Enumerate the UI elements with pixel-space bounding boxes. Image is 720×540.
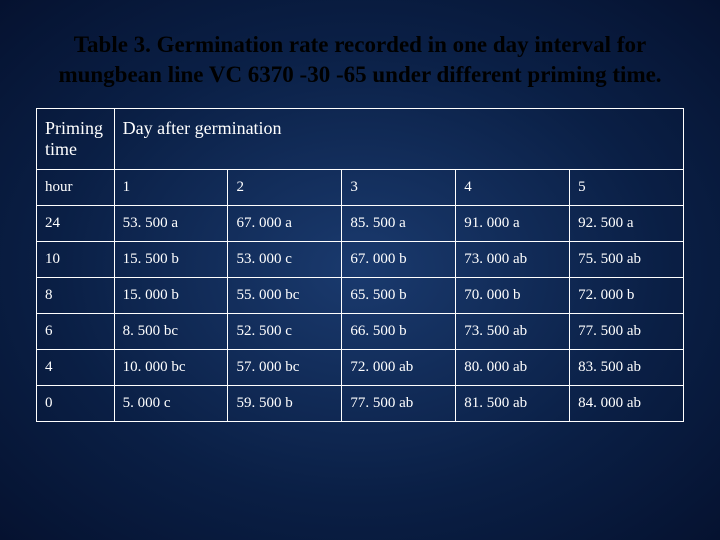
subheader-cell: 1 [114, 169, 228, 205]
table-row: 6 8. 500 bc 52. 500 c 66. 500 b 73. 500 … [37, 313, 684, 349]
cell: 10. 000 bc [114, 349, 228, 385]
cell: 15. 500 b [114, 241, 228, 277]
cell: 84. 000 ab [570, 385, 684, 421]
table-row: 4 10. 000 bc 57. 000 bc 72. 000 ab 80. 0… [37, 349, 684, 385]
cell: 15. 000 b [114, 277, 228, 313]
slide-container: Table 3. Germination rate recorded in on… [0, 0, 720, 452]
cell: 57. 000 bc [228, 349, 342, 385]
cell: 5. 000 c [114, 385, 228, 421]
germination-table: Priming time Day after germination hour … [36, 108, 684, 422]
cell: 4 [37, 349, 115, 385]
cell: 8. 500 bc [114, 313, 228, 349]
cell: 52. 500 c [228, 313, 342, 349]
subheader-row: hour 1 2 3 4 5 [37, 169, 684, 205]
cell: 85. 500 a [342, 205, 456, 241]
cell: 0 [37, 385, 115, 421]
cell: 75. 500 ab [570, 241, 684, 277]
table-row: 24 53. 500 a 67. 000 a 85. 500 a 91. 000… [37, 205, 684, 241]
cell: 10 [37, 241, 115, 277]
cell: 73. 000 ab [456, 241, 570, 277]
cell: 80. 000 ab [456, 349, 570, 385]
cell: 6 [37, 313, 115, 349]
header-priming: Priming time [37, 108, 115, 169]
cell: 65. 500 b [342, 277, 456, 313]
cell: 55. 000 bc [228, 277, 342, 313]
header-day-after: Day after germination [114, 108, 683, 169]
cell: 81. 500 ab [456, 385, 570, 421]
table-row: 0 5. 000 c 59. 500 b 77. 500 ab 81. 500 … [37, 385, 684, 421]
cell: 53. 000 c [228, 241, 342, 277]
cell: 70. 000 b [456, 277, 570, 313]
header-row: Priming time Day after germination [37, 108, 684, 169]
cell: 24 [37, 205, 115, 241]
cell: 66. 500 b [342, 313, 456, 349]
table-row: 10 15. 500 b 53. 000 c 67. 000 b 73. 000… [37, 241, 684, 277]
cell: 77. 500 ab [342, 385, 456, 421]
cell: 83. 500 ab [570, 349, 684, 385]
cell: 67. 000 a [228, 205, 342, 241]
subheader-cell: 2 [228, 169, 342, 205]
subheader-cell: 4 [456, 169, 570, 205]
cell: 91. 000 a [456, 205, 570, 241]
cell: 8 [37, 277, 115, 313]
cell: 73. 500 ab [456, 313, 570, 349]
cell: 72. 000 b [570, 277, 684, 313]
cell: 53. 500 a [114, 205, 228, 241]
table-title: Table 3. Germination rate recorded in on… [36, 30, 684, 90]
subheader-cell: 5 [570, 169, 684, 205]
subheader-cell: 3 [342, 169, 456, 205]
cell: 77. 500 ab [570, 313, 684, 349]
cell: 67. 000 b [342, 241, 456, 277]
table-row: 8 15. 000 b 55. 000 bc 65. 500 b 70. 000… [37, 277, 684, 313]
subheader-cell: hour [37, 169, 115, 205]
cell: 59. 500 b [228, 385, 342, 421]
cell: 92. 500 a [570, 205, 684, 241]
cell: 72. 000 ab [342, 349, 456, 385]
